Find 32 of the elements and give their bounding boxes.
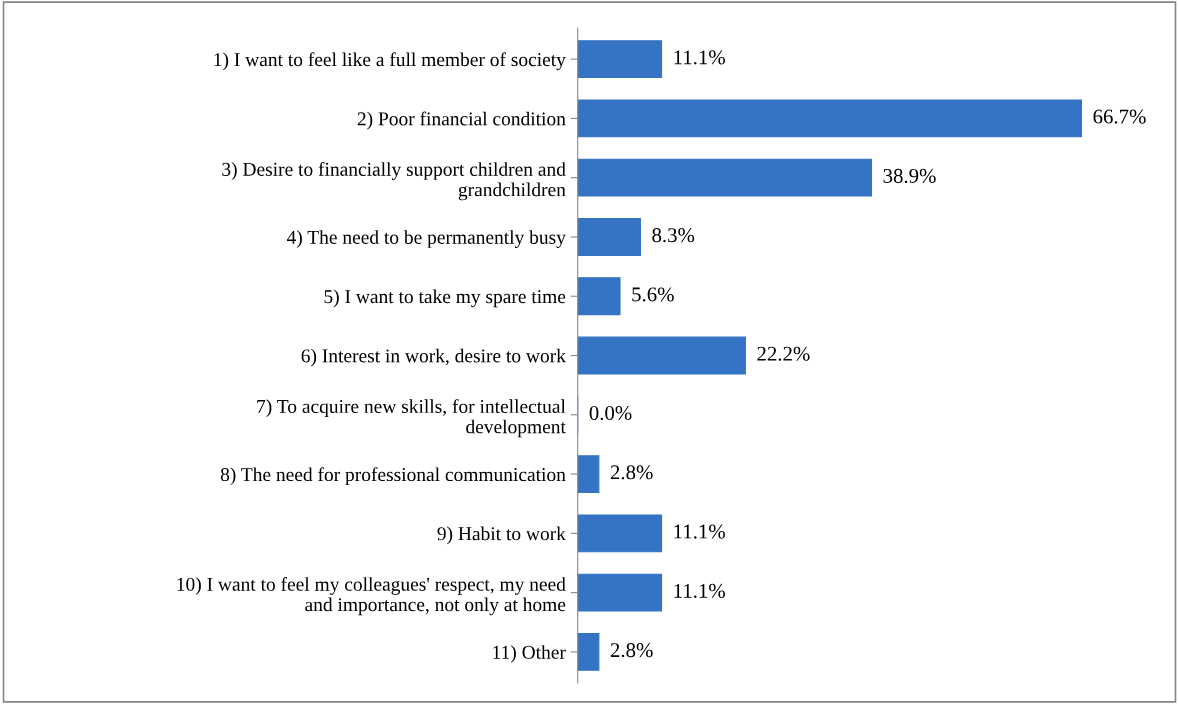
bar bbox=[577, 158, 873, 197]
data-label: 8.3% bbox=[652, 228, 695, 243]
y-tick-label: 5) I want to take my spare time bbox=[324, 289, 566, 308]
data-label: 66.7% bbox=[1093, 109, 1146, 124]
data-label: 22.2% bbox=[757, 346, 810, 361]
y-tick-label: 1) I want to feel like a full member of society bbox=[214, 52, 566, 71]
bar bbox=[577, 514, 663, 553]
data-label: 2.8% bbox=[610, 643, 653, 658]
y-tick-label: 7) To acquire new skills, for intellectual development bbox=[257, 399, 566, 438]
bar bbox=[577, 277, 621, 316]
y-tick-label: 3) Desire to financially support children and grandchildren bbox=[222, 162, 566, 201]
bar bbox=[577, 336, 746, 375]
y-tick-label: 4) The need to be permanently busy bbox=[286, 230, 566, 248]
bar bbox=[577, 218, 641, 256]
data-label: 38.9% bbox=[883, 168, 936, 183]
y-tick-label: 11) Other bbox=[493, 645, 566, 663]
y-tick-label: 9) Habit to work bbox=[437, 526, 566, 545]
data-label: 11.1% bbox=[674, 583, 725, 598]
data-label: 0.0% bbox=[589, 405, 632, 421]
data-label: 2.8% bbox=[610, 465, 653, 480]
bar bbox=[577, 99, 1083, 138]
bar bbox=[577, 455, 600, 494]
y-tick-label: 10) I want to feel my colleagues' respect, my need and importance, not only at home bbox=[177, 576, 566, 616]
bar bbox=[577, 573, 663, 612]
data-label: 5.6% bbox=[632, 287, 674, 302]
y-tick-label: 8) The need for professional communication bbox=[220, 467, 566, 486]
data-label: 11.1% bbox=[674, 524, 725, 539]
bar bbox=[577, 632, 600, 671]
bar bbox=[577, 40, 663, 79]
data-label: 11.1% bbox=[674, 50, 725, 65]
y-tick-label: 6) Interest in work, desire to work bbox=[301, 348, 566, 367]
y-tick-label: 2) Poor financial condition bbox=[357, 111, 566, 130]
